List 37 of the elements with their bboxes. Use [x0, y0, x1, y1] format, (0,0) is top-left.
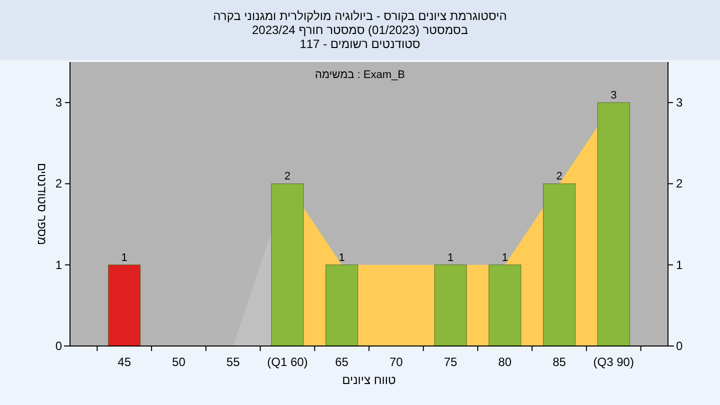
annotation: במשימה : Exam_B — [315, 69, 405, 81]
chart-title: היסטוגרמת ציונים בקורס - ביולוגיה מולקולרית ומגנוני בקרה — [213, 9, 507, 23]
bar — [326, 264, 358, 346]
y2-tick-label: 1 — [676, 258, 683, 272]
x-tick-label: 85 — [552, 355, 566, 369]
x-axis-title: טווח ציונים — [342, 373, 396, 387]
x-tick-label: 55 — [226, 355, 240, 369]
x-tick-label: 80 — [498, 355, 512, 369]
data-label: 1 — [447, 252, 454, 264]
data-label: 1 — [338, 252, 345, 264]
x-tick-label: (Q3 90) — [593, 355, 634, 369]
y2-tick-label: 3 — [676, 96, 683, 110]
data-label: 1 — [121, 252, 128, 264]
bar — [488, 264, 522, 346]
x-tick-label: 70 — [390, 355, 404, 369]
text: סטודנטים רשומים - 117 — [300, 37, 420, 51]
chart-subtitle: בסמסטר (01/2023) סמסטר חורף 2023/24 — [252, 23, 468, 37]
data-label: 2 — [284, 170, 291, 183]
y-tick-label: 1 — [55, 258, 62, 272]
data-label: 2 — [556, 170, 562, 183]
bar — [434, 264, 467, 346]
y2-tick-label: 0 — [676, 339, 683, 353]
x-tick-label: 75 — [444, 355, 458, 369]
y2-tick-label: 2 — [676, 176, 683, 191]
x-tick-label: 50 — [172, 355, 186, 369]
bar — [108, 264, 141, 346]
bar — [597, 102, 630, 346]
x-tick-label: 45 — [118, 355, 132, 369]
data-label: 3 — [610, 90, 617, 102]
x-tick-label: (Q1 60) — [267, 355, 308, 369]
y-tick-label: 2 — [55, 176, 62, 191]
y-axis-title: מספר סטודנטים — [35, 162, 49, 246]
y-tick-label: 3 — [55, 96, 62, 110]
y-tick-label: 0 — [55, 339, 62, 353]
bar — [543, 183, 576, 346]
data-label: 1 — [502, 252, 508, 264]
x-tick-label: 65 — [335, 355, 349, 369]
